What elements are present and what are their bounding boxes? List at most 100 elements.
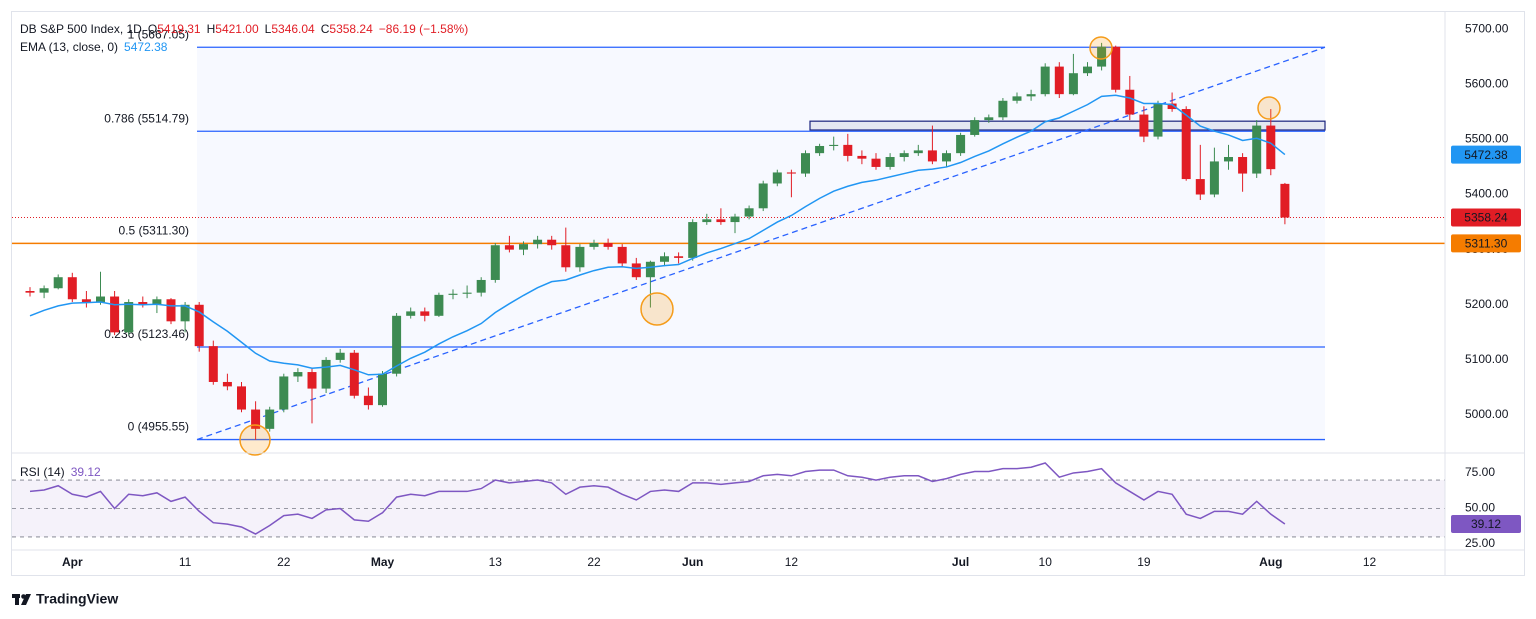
x-tick-label: Jul (952, 555, 969, 569)
candle-body (251, 409, 261, 429)
candle-body (434, 294, 444, 316)
candle-body (1280, 183, 1290, 218)
candle-body (110, 296, 120, 333)
x-tick-label: 22 (587, 555, 601, 569)
candle-body (420, 311, 430, 316)
candle-body (533, 239, 543, 245)
legend-part: O (148, 22, 157, 36)
highlight-circle (640, 292, 674, 326)
candle-body (1266, 125, 1276, 170)
candle-body (758, 183, 768, 209)
rsi-tick-label: 75.00 (1465, 465, 1495, 479)
candle-body (603, 243, 613, 247)
candle-body (956, 134, 966, 154)
x-tick-label: Jun (682, 555, 703, 569)
x-tick-label: Aug (1259, 555, 1282, 569)
candle-body (194, 304, 204, 347)
price-badge (1451, 145, 1521, 164)
x-tick-label: 10 (1039, 555, 1053, 569)
tradingview-logo (12, 594, 31, 605)
y-tick-label: 5000.00 (1465, 407, 1509, 421)
legend-part: −86.19 (−1.58%) (379, 22, 468, 36)
candle-body (547, 239, 557, 246)
candle-body (39, 288, 49, 293)
candle-body (476, 279, 486, 293)
candle-body (222, 381, 232, 387)
candle-body (152, 299, 162, 305)
candle-body (1167, 103, 1177, 110)
x-tick-label: May (371, 555, 395, 569)
candle-body (801, 153, 810, 174)
candle-body (1181, 109, 1191, 180)
price-badge-label: 39.12 (1471, 517, 1501, 531)
fib-label: 0.786 (5514.79) (104, 111, 189, 125)
candle-body (1040, 66, 1050, 95)
x-tick-label: 22 (277, 555, 291, 569)
y-tick-label: 5600.00 (1465, 76, 1509, 90)
y-tick-label: 5400.00 (1465, 187, 1509, 201)
trendline (196, 46, 1326, 441)
candle-body (392, 315, 402, 374)
candle-body (307, 372, 317, 389)
candle-body (744, 208, 754, 217)
candle-body (660, 256, 669, 262)
price-badge-label: 5358.24 (1464, 211, 1508, 225)
legend-part: H (207, 22, 216, 36)
highlight-circle (1089, 36, 1113, 60)
candle-body (335, 352, 345, 360)
candle-body (1125, 89, 1135, 115)
rsi-tick-label: 50.00 (1465, 501, 1495, 515)
fib-label: 0 (4955.55) (128, 420, 189, 434)
candle-body (786, 172, 796, 174)
resistance-zone (809, 120, 1326, 131)
candle-body (462, 292, 472, 294)
candle-body (67, 277, 77, 300)
candle-body (885, 157, 895, 167)
candle-body (1209, 161, 1219, 195)
candle-body (406, 311, 416, 316)
candle-body (1153, 103, 1163, 137)
candle-body (180, 304, 190, 322)
price-badge-label: 5311.30 (1465, 237, 1508, 251)
legend-part: 5358.24 (329, 22, 373, 36)
legend-part: C (321, 22, 330, 36)
chart-frame (11, 11, 1525, 576)
highlight-circle (1257, 96, 1281, 120)
candle-body (871, 158, 881, 167)
candle-body (927, 150, 937, 162)
candle-body (815, 145, 825, 154)
candle-body (519, 244, 528, 250)
y-tick-label: 5200.00 (1465, 297, 1509, 311)
fib-label: 1 (5667.05) (128, 27, 189, 41)
candle-body (96, 296, 105, 303)
ema-legend: EMA (13, close, 0) 5472.38 (20, 40, 168, 54)
candle-body (1054, 66, 1064, 95)
legend-part: L (265, 22, 272, 36)
candle-body (702, 219, 712, 223)
price-badge (1451, 208, 1521, 227)
price-badge (1451, 234, 1521, 253)
candle-body (124, 302, 134, 333)
candle-body (293, 372, 303, 377)
candle-body (1111, 46, 1121, 90)
candle-body (1068, 73, 1078, 95)
candle-body (1097, 46, 1107, 67)
candle-body (843, 144, 853, 156)
legend-part: 5421.00 (215, 22, 259, 36)
legend-part: EMA (13, close, 0) (20, 40, 118, 54)
x-tick-label: 13 (489, 555, 503, 569)
candle-body (688, 222, 698, 258)
price-badge-label: 5472.38 (1464, 148, 1508, 162)
candle-body (279, 376, 289, 410)
candle-body (645, 261, 655, 278)
candle-body (1224, 157, 1233, 162)
candle-body (504, 245, 514, 250)
candle-body (1139, 114, 1149, 137)
candle-body (899, 153, 909, 158)
symbol-legend: DB S&P 500 Index, 1D O5419.31 H5421.00 L534… (20, 22, 468, 36)
candle-body (1083, 66, 1092, 74)
x-tick-label: 19 (1137, 555, 1151, 569)
candle-body (1238, 157, 1248, 174)
candle-body (1026, 94, 1036, 97)
candle-body (942, 153, 951, 162)
